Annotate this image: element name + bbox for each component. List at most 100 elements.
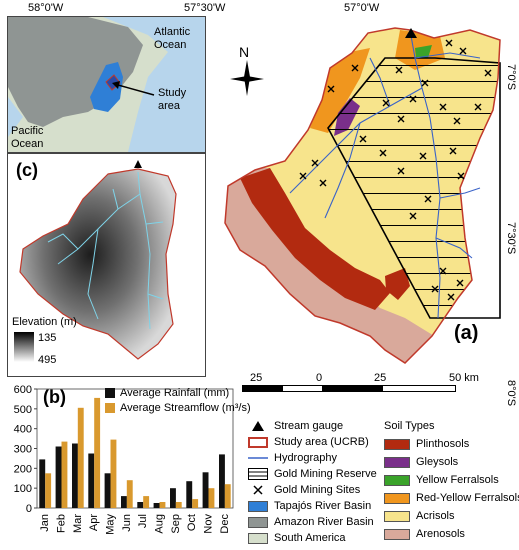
location-inset-map: Atlantic Ocean Pacific Ocean Study area: [7, 16, 206, 153]
cross-icon: [253, 485, 263, 495]
rainfall-bar: [219, 454, 225, 508]
legend-gold-reserve: Gold Mining Reserve: [248, 468, 377, 480]
amazon-basin-area: [8, 17, 143, 127]
y-tick-label: 300: [14, 444, 32, 456]
legend-gold-sites: Gold Mining Sites: [248, 484, 360, 496]
panel-c-label: (c): [16, 160, 38, 180]
hydrography-line-icon: [248, 457, 268, 459]
rainfall-bar: [55, 446, 62, 508]
red-yellow-ferralsols-swatch: [384, 492, 410, 504]
legend-yellow-ferralsols: Yellow Ferralsols: [384, 474, 499, 486]
scale-bar: 25 0 25 50 km: [242, 372, 482, 392]
streamflow-bar: [61, 441, 68, 508]
tapajos-basin-area: [90, 62, 123, 112]
streamflow-bar: [192, 499, 199, 508]
plinthosols-area-2: [385, 268, 410, 300]
scale-seg-2: [282, 385, 324, 392]
legend-gleysols: Gleysols: [384, 456, 458, 468]
arrow-head-icon: [112, 81, 120, 89]
arenosols-swatch: [384, 528, 410, 540]
elevation-top-label: 135: [38, 332, 57, 344]
streamflow-bar: [224, 484, 231, 508]
y-tick-label: 500: [14, 404, 32, 416]
scale-tick-4: 50 km: [449, 372, 479, 384]
rainfall-bar: [202, 472, 209, 508]
top-coord-2: 57°30'W: [184, 2, 226, 14]
panel-b-label: (b): [43, 387, 66, 407]
tapajos-swatch: [248, 500, 268, 512]
legend-hydrography-label: Hydrography: [274, 452, 337, 464]
rainfall-bar: [137, 502, 144, 508]
rainfall-swatch: [105, 388, 115, 398]
legend-study-area-label: Study area (UCRB): [274, 436, 369, 448]
x-tick-label: Dec: [219, 514, 231, 534]
legend-rainfall: Average Rainfall (mm): [105, 387, 251, 399]
soil-legend: Soil Types Plinthosols Gleysols Yellow F…: [384, 420, 519, 548]
gold-mining-reserve-outline: [327, 57, 501, 319]
x-tick-label: Jul: [137, 514, 149, 528]
legend-stream-gauge-label: Stream gauge: [274, 420, 344, 432]
legend-study-area: Study area (UCRB): [248, 436, 369, 448]
scale-tick-2: 0: [316, 372, 323, 384]
streamflow-bar: [126, 480, 133, 508]
legend-tapajos-label: Tapajós River Basin: [274, 500, 372, 512]
x-tick-label: Feb: [56, 514, 68, 533]
rainfall-bar: [88, 453, 95, 508]
hydrography-lines: [289, 29, 481, 319]
rainfall-bar: [104, 473, 111, 508]
x-tick-label: Oct: [186, 514, 198, 531]
gleysols-swatch: [384, 456, 410, 468]
right-coord-3: 8°0'S: [505, 380, 517, 407]
y-tick-label: 400: [14, 424, 32, 436]
x-tick-label: Jan: [39, 514, 51, 532]
legend-gold-sites-label: Gold Mining Sites: [274, 484, 361, 496]
legend-acrisols: Acrisols: [384, 510, 455, 522]
legend-amazon: Amazon River Basin: [248, 516, 374, 528]
streamflow-bar: [175, 502, 182, 508]
y-tick-label: 100: [14, 483, 32, 495]
legend-plinthosols: Plinthosols: [384, 438, 469, 450]
study-area-label: Study area: [158, 87, 187, 112]
legend-acrisols-label: Acrisols: [416, 510, 455, 522]
x-tick-label: Apr: [88, 514, 100, 531]
north-arrow-icon: [230, 60, 264, 96]
legend-plinthosols-label: Plinthosols: [416, 438, 470, 450]
gold-mining-reserve: [328, 58, 500, 318]
chart-legend: Average Rainfall (mm) Average Streamflow…: [105, 387, 251, 414]
legend-hydrography: Hydrography: [248, 452, 337, 464]
x-tick-label: May: [105, 514, 117, 535]
y-tick-label: 600: [14, 384, 32, 396]
legend-tapajos: Tapajós River Basin: [248, 500, 371, 512]
legend-red-yellow-ferralsols-label: Red-Yellow Ferralsols: [416, 492, 519, 504]
legend-gold-reserve-label: Gold Mining Reserve: [274, 468, 377, 480]
elevation-title: Elevation (m): [12, 316, 77, 328]
rainfall-bar: [72, 443, 78, 508]
streamflow-bar: [159, 502, 166, 508]
soil-legend-title: Soil Types: [384, 420, 435, 432]
x-tick-label: Mar: [72, 514, 84, 533]
legend-arenosols: Arenosols: [384, 528, 465, 540]
yellow-ferralsols-area: [415, 45, 432, 58]
hatched-box-icon: [248, 468, 268, 480]
gold-mining-sites: [299, 39, 492, 301]
pacific-ocean-label: Pacific Ocean: [11, 125, 44, 150]
main-soil-map: [224, 27, 501, 364]
legend-amazon-label: Amazon River Basin: [274, 516, 374, 528]
y-tick-label: 0: [26, 503, 32, 515]
elevation-colorbar: [14, 332, 34, 362]
legend-streamflow-label: Average Streamflow (m³/s): [120, 402, 251, 414]
amazon-swatch: [248, 516, 268, 528]
legend-rainfall-label: Average Rainfall (mm): [120, 387, 230, 399]
scale-seg-4: [382, 385, 456, 392]
streamflow-bar: [208, 488, 215, 508]
atlantic-ocean-label: Atlantic Ocean: [154, 26, 191, 51]
streamflow-bar: [110, 439, 117, 508]
top-coord-1: 58°0'W: [28, 2, 64, 14]
south-america-swatch: [248, 532, 268, 544]
legend-red-yellow-ferralsols: Red-Yellow Ferralsols: [384, 492, 519, 504]
north-label: N: [239, 44, 250, 60]
elevation-area: [19, 168, 177, 360]
triangle-icon: [252, 421, 264, 431]
streamflow-bar: [94, 397, 101, 508]
streamflow-bar: [45, 473, 52, 508]
